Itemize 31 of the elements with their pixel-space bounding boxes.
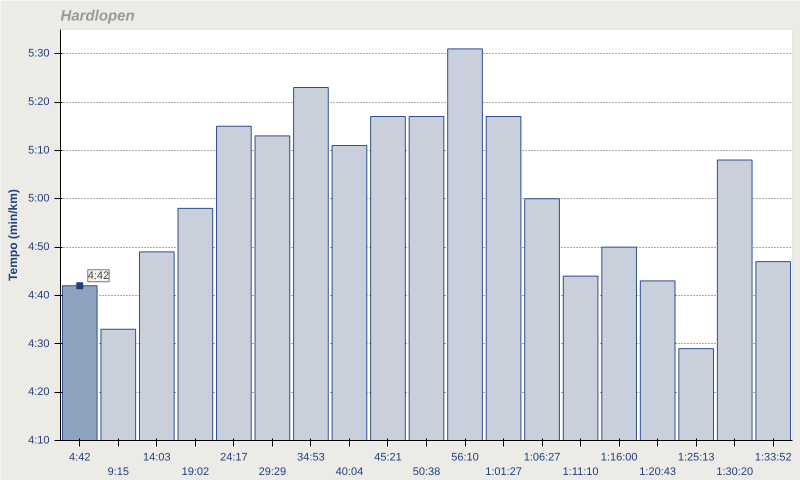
x-tick-label: 29:29 xyxy=(258,466,286,478)
y-tick-label: 5:00 xyxy=(28,192,50,205)
y-tick-label: 4:40 xyxy=(28,289,50,302)
y-tick-label: 4:20 xyxy=(28,386,50,398)
x-tick-label: 40:04 xyxy=(336,466,364,478)
annotation: 4:42 xyxy=(88,270,110,282)
y-tick-label: 5:10 xyxy=(28,144,50,156)
y-tick-label: 5:30 xyxy=(28,48,50,60)
y-tick-label: 4:50 xyxy=(28,241,50,254)
x-tick-label: 24:17 xyxy=(220,452,248,464)
x-tick-label: 56:10 xyxy=(451,452,479,464)
x-tick-label: 1:20:43 xyxy=(639,466,676,478)
x-tick-label: 34:53 xyxy=(297,452,325,464)
x-tick-label: 1:11:10 xyxy=(562,466,599,478)
x-tick-label: 1:25:13 xyxy=(678,452,715,464)
x-tick-label: 45:21 xyxy=(374,452,402,464)
y-tick-label: 5:20 xyxy=(28,96,50,108)
x-tick-label: 1:30:20 xyxy=(716,466,754,478)
chart-title: Hardlopen xyxy=(60,8,135,24)
x-tick-label: 14:03 xyxy=(143,452,171,464)
x-tick-label: 4:42 xyxy=(69,452,90,464)
x-tick-label: 19:02 xyxy=(182,466,210,478)
x-tick-label: 1:06:27 xyxy=(524,452,560,464)
x-tick-label: 1:16:00 xyxy=(600,452,638,464)
x-tick-label: 9:15 xyxy=(108,466,130,478)
x-tick-label: 1:33:52 xyxy=(754,452,792,464)
x-tick-label: 1:01:27 xyxy=(485,466,522,478)
y-tick-label: 4:30 xyxy=(28,338,50,350)
y-tick-label: 4:10 xyxy=(28,434,50,446)
x-tick-label: 50:38 xyxy=(412,466,440,478)
y-axis-title: Tempo (min/km) xyxy=(6,189,20,281)
